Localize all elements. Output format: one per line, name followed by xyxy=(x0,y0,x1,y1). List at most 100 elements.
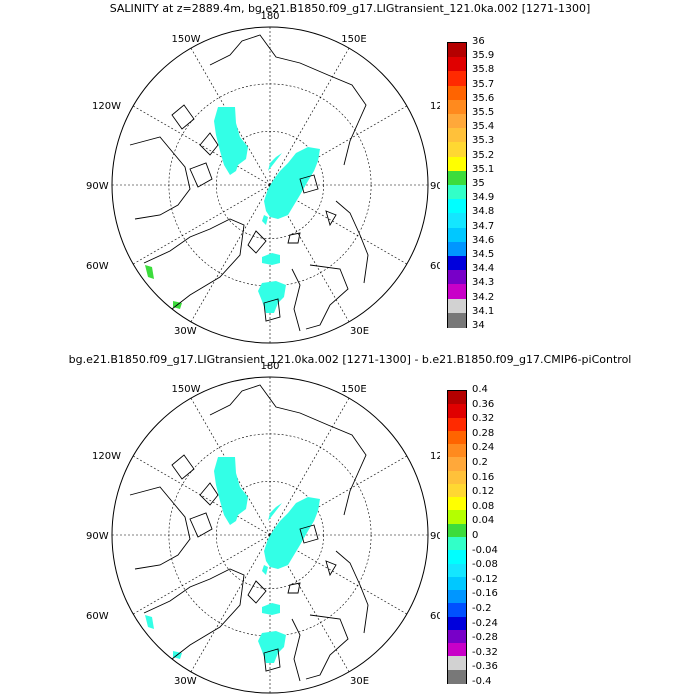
colorbar-label: 35.5 xyxy=(472,107,495,118)
colorbar-swatch xyxy=(448,142,466,158)
colorbar-label: 0.16 xyxy=(472,471,495,483)
polar-map: 180090W90E150W150E120W120E60W60E30W30E xyxy=(86,361,440,700)
colorbar-label: 0.28 xyxy=(472,427,495,439)
coastline xyxy=(263,648,281,672)
longitude-label: 120E xyxy=(430,101,440,112)
longitude-label: 30W xyxy=(174,326,197,337)
longitude-label: 60E xyxy=(430,261,440,272)
colorbar-swatch xyxy=(448,170,466,186)
salinity-region xyxy=(145,615,154,629)
coastline xyxy=(325,210,337,227)
colorbar-label: 36 xyxy=(472,36,485,47)
panel-title: bg.e21.B1850.f09_g17.LIGtransient_121.0k… xyxy=(68,353,632,366)
colorbar-label: -0.2 xyxy=(472,603,492,614)
colorbar-swatch xyxy=(448,457,466,472)
salinity-region xyxy=(214,457,248,525)
longitude-label: 90W xyxy=(86,531,109,542)
colorbar xyxy=(447,42,467,328)
longitude-label: 30E xyxy=(350,676,369,687)
colorbar-swatch xyxy=(448,430,466,445)
colorbar-label: -0.32 xyxy=(472,646,498,658)
coastline xyxy=(291,268,301,332)
colorbar-swatch xyxy=(448,213,466,229)
colorbar-swatch xyxy=(448,576,466,591)
coastline xyxy=(299,174,319,194)
salinity-region xyxy=(262,603,280,615)
polar-map: 180090W90E150W150E120W120E60W60E30W30E xyxy=(86,11,440,350)
colorbar-swatch xyxy=(448,563,466,578)
colorbar-swatch xyxy=(448,256,466,271)
coastline xyxy=(209,34,367,166)
colorbar-label: 35.3 xyxy=(472,135,495,147)
longitude-label: 180 xyxy=(260,11,279,22)
colorbar-label: -0.16 xyxy=(472,588,498,600)
longitude-label: 180 xyxy=(260,361,279,372)
coastline xyxy=(189,162,213,188)
meridian-line xyxy=(190,184,271,322)
colorbar-swatch xyxy=(448,156,466,172)
longitude-label: 90E xyxy=(430,181,440,192)
colorbar-label: -0.08 xyxy=(472,559,498,571)
salinity-region xyxy=(264,147,320,219)
colorbar-label: 0.12 xyxy=(472,486,495,498)
colorbar-label: 34.8 xyxy=(472,206,495,218)
salinity-region xyxy=(268,153,282,171)
coastline xyxy=(143,218,245,310)
meridian-line xyxy=(133,105,271,186)
coastline xyxy=(335,200,369,284)
longitude-label: 150E xyxy=(341,34,366,45)
colorbar-label: 34.7 xyxy=(472,220,495,232)
colorbar-swatch xyxy=(448,537,466,551)
colorbar-swatch xyxy=(448,656,466,671)
salinity-region xyxy=(264,497,320,569)
coastline xyxy=(247,230,267,254)
coastline xyxy=(287,232,301,244)
panel-bottom: bg.e21.B1850.f09_g17.LIGtransient_121.0k… xyxy=(0,350,700,700)
salinity-region xyxy=(262,565,268,575)
colorbar-label: 34 xyxy=(472,320,485,331)
coastline xyxy=(171,454,195,480)
colorbar-label: 0.2 xyxy=(472,457,488,468)
colorbar-swatch xyxy=(448,284,466,300)
longitude-label: 0 xyxy=(267,349,273,350)
colorbar-swatch xyxy=(448,616,466,631)
meridian-line xyxy=(190,534,271,672)
colorbar-swatch xyxy=(448,227,466,243)
colorbar-swatch xyxy=(448,643,466,658)
colorbar-label: 0.08 xyxy=(472,500,495,512)
colorbar-label: 35.2 xyxy=(472,149,495,161)
longitude-label: 120E xyxy=(430,451,440,462)
colorbar-swatch xyxy=(448,128,466,144)
colorbar-label: 34.4 xyxy=(472,263,495,275)
colorbar-label: -0.24 xyxy=(472,617,498,629)
coastline xyxy=(129,486,191,570)
colorbar-label: -0.4 xyxy=(472,676,492,687)
coastline xyxy=(247,580,267,604)
colorbar-swatch xyxy=(448,57,466,73)
colorbar-swatch xyxy=(448,523,466,538)
colorbar-label: -0.04 xyxy=(472,544,498,556)
colorbar-swatch xyxy=(448,483,466,498)
colorbar-swatch xyxy=(448,71,466,87)
colorbar-swatch xyxy=(448,590,466,605)
salinity-region xyxy=(258,631,286,663)
coastline xyxy=(299,524,319,544)
coastline xyxy=(189,512,213,538)
longitude-label: 120W xyxy=(92,451,121,462)
colorbar-swatch xyxy=(448,550,466,565)
colorbar-swatch xyxy=(448,391,466,405)
colorbar-swatch xyxy=(448,43,466,58)
colorbar-swatch xyxy=(448,417,466,432)
salinity-region xyxy=(145,265,154,279)
colorbar-swatch xyxy=(448,497,466,512)
coastline xyxy=(263,298,281,322)
longitude-label: 150W xyxy=(172,34,201,45)
colorbar-label: 35.9 xyxy=(472,50,495,62)
colorbar-label: 0.4 xyxy=(472,384,488,395)
colorbar-label: -0.36 xyxy=(472,661,498,673)
colorbar-swatch xyxy=(448,114,466,129)
coastline xyxy=(291,618,301,682)
colorbar-label: 0.36 xyxy=(472,398,495,410)
salinity-region xyxy=(214,107,248,175)
colorbar-label: 34.2 xyxy=(472,291,495,303)
